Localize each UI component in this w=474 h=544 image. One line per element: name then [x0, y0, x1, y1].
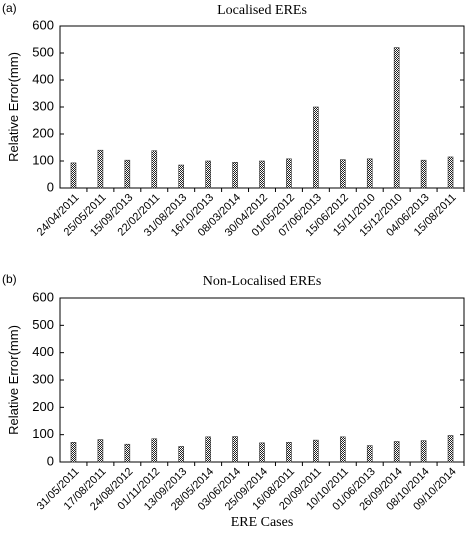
bar: [313, 439, 319, 463]
bar: [178, 164, 184, 189]
bar: [97, 149, 104, 189]
bar: [447, 156, 454, 189]
bar: [70, 162, 77, 189]
y-axis-label: Relative Error(mm): [6, 52, 21, 162]
y-tick-label: 400: [32, 71, 54, 86]
bar: [286, 442, 292, 463]
y-tick-label: 0: [47, 453, 54, 468]
bar: [420, 440, 427, 463]
bar: [205, 436, 211, 463]
bar: [393, 47, 400, 189]
bar: [366, 445, 373, 463]
y-tick-label: 200: [32, 125, 54, 140]
bar: [205, 160, 211, 189]
bar: [232, 162, 238, 189]
y-tick-label: 100: [32, 426, 54, 441]
bar: [420, 159, 427, 189]
y-tick-label: 600: [32, 17, 54, 32]
bar: [339, 159, 346, 189]
y-tick-label: 200: [32, 399, 54, 414]
y-tick-label: 600: [32, 289, 54, 304]
y-tick-label: 500: [32, 317, 54, 332]
bar: [313, 106, 319, 189]
x-axis-label: ERE Cases: [231, 515, 294, 530]
bar: [366, 158, 373, 189]
bar: [151, 150, 158, 189]
plot-frame: [59, 297, 465, 463]
bar: [232, 436, 238, 463]
chart-title: Non-Localised EREs: [203, 274, 322, 289]
bar: [259, 442, 265, 463]
bar: [447, 435, 454, 463]
panel-label: (a): [2, 1, 17, 15]
y-tick-label: 300: [32, 98, 54, 113]
chart-title: Localised EREs: [217, 3, 307, 18]
y-tick-label: 100: [32, 152, 54, 167]
bar: [70, 442, 77, 463]
y-tick-label: 500: [32, 44, 54, 59]
bar: [178, 446, 184, 463]
bar: [339, 436, 346, 463]
y-tick-label: 400: [32, 344, 54, 359]
bar: [124, 159, 131, 189]
y-tick-label: 300: [32, 371, 54, 386]
bar: [124, 443, 131, 463]
bar: [286, 158, 292, 189]
panel-label: (b): [2, 272, 17, 286]
bar: [259, 160, 265, 189]
y-tick-label: 0: [47, 179, 54, 194]
bar: [97, 439, 104, 463]
y-axis-label: Relative Error(mm): [6, 325, 21, 435]
bar: [151, 438, 158, 463]
bar: [393, 441, 400, 463]
